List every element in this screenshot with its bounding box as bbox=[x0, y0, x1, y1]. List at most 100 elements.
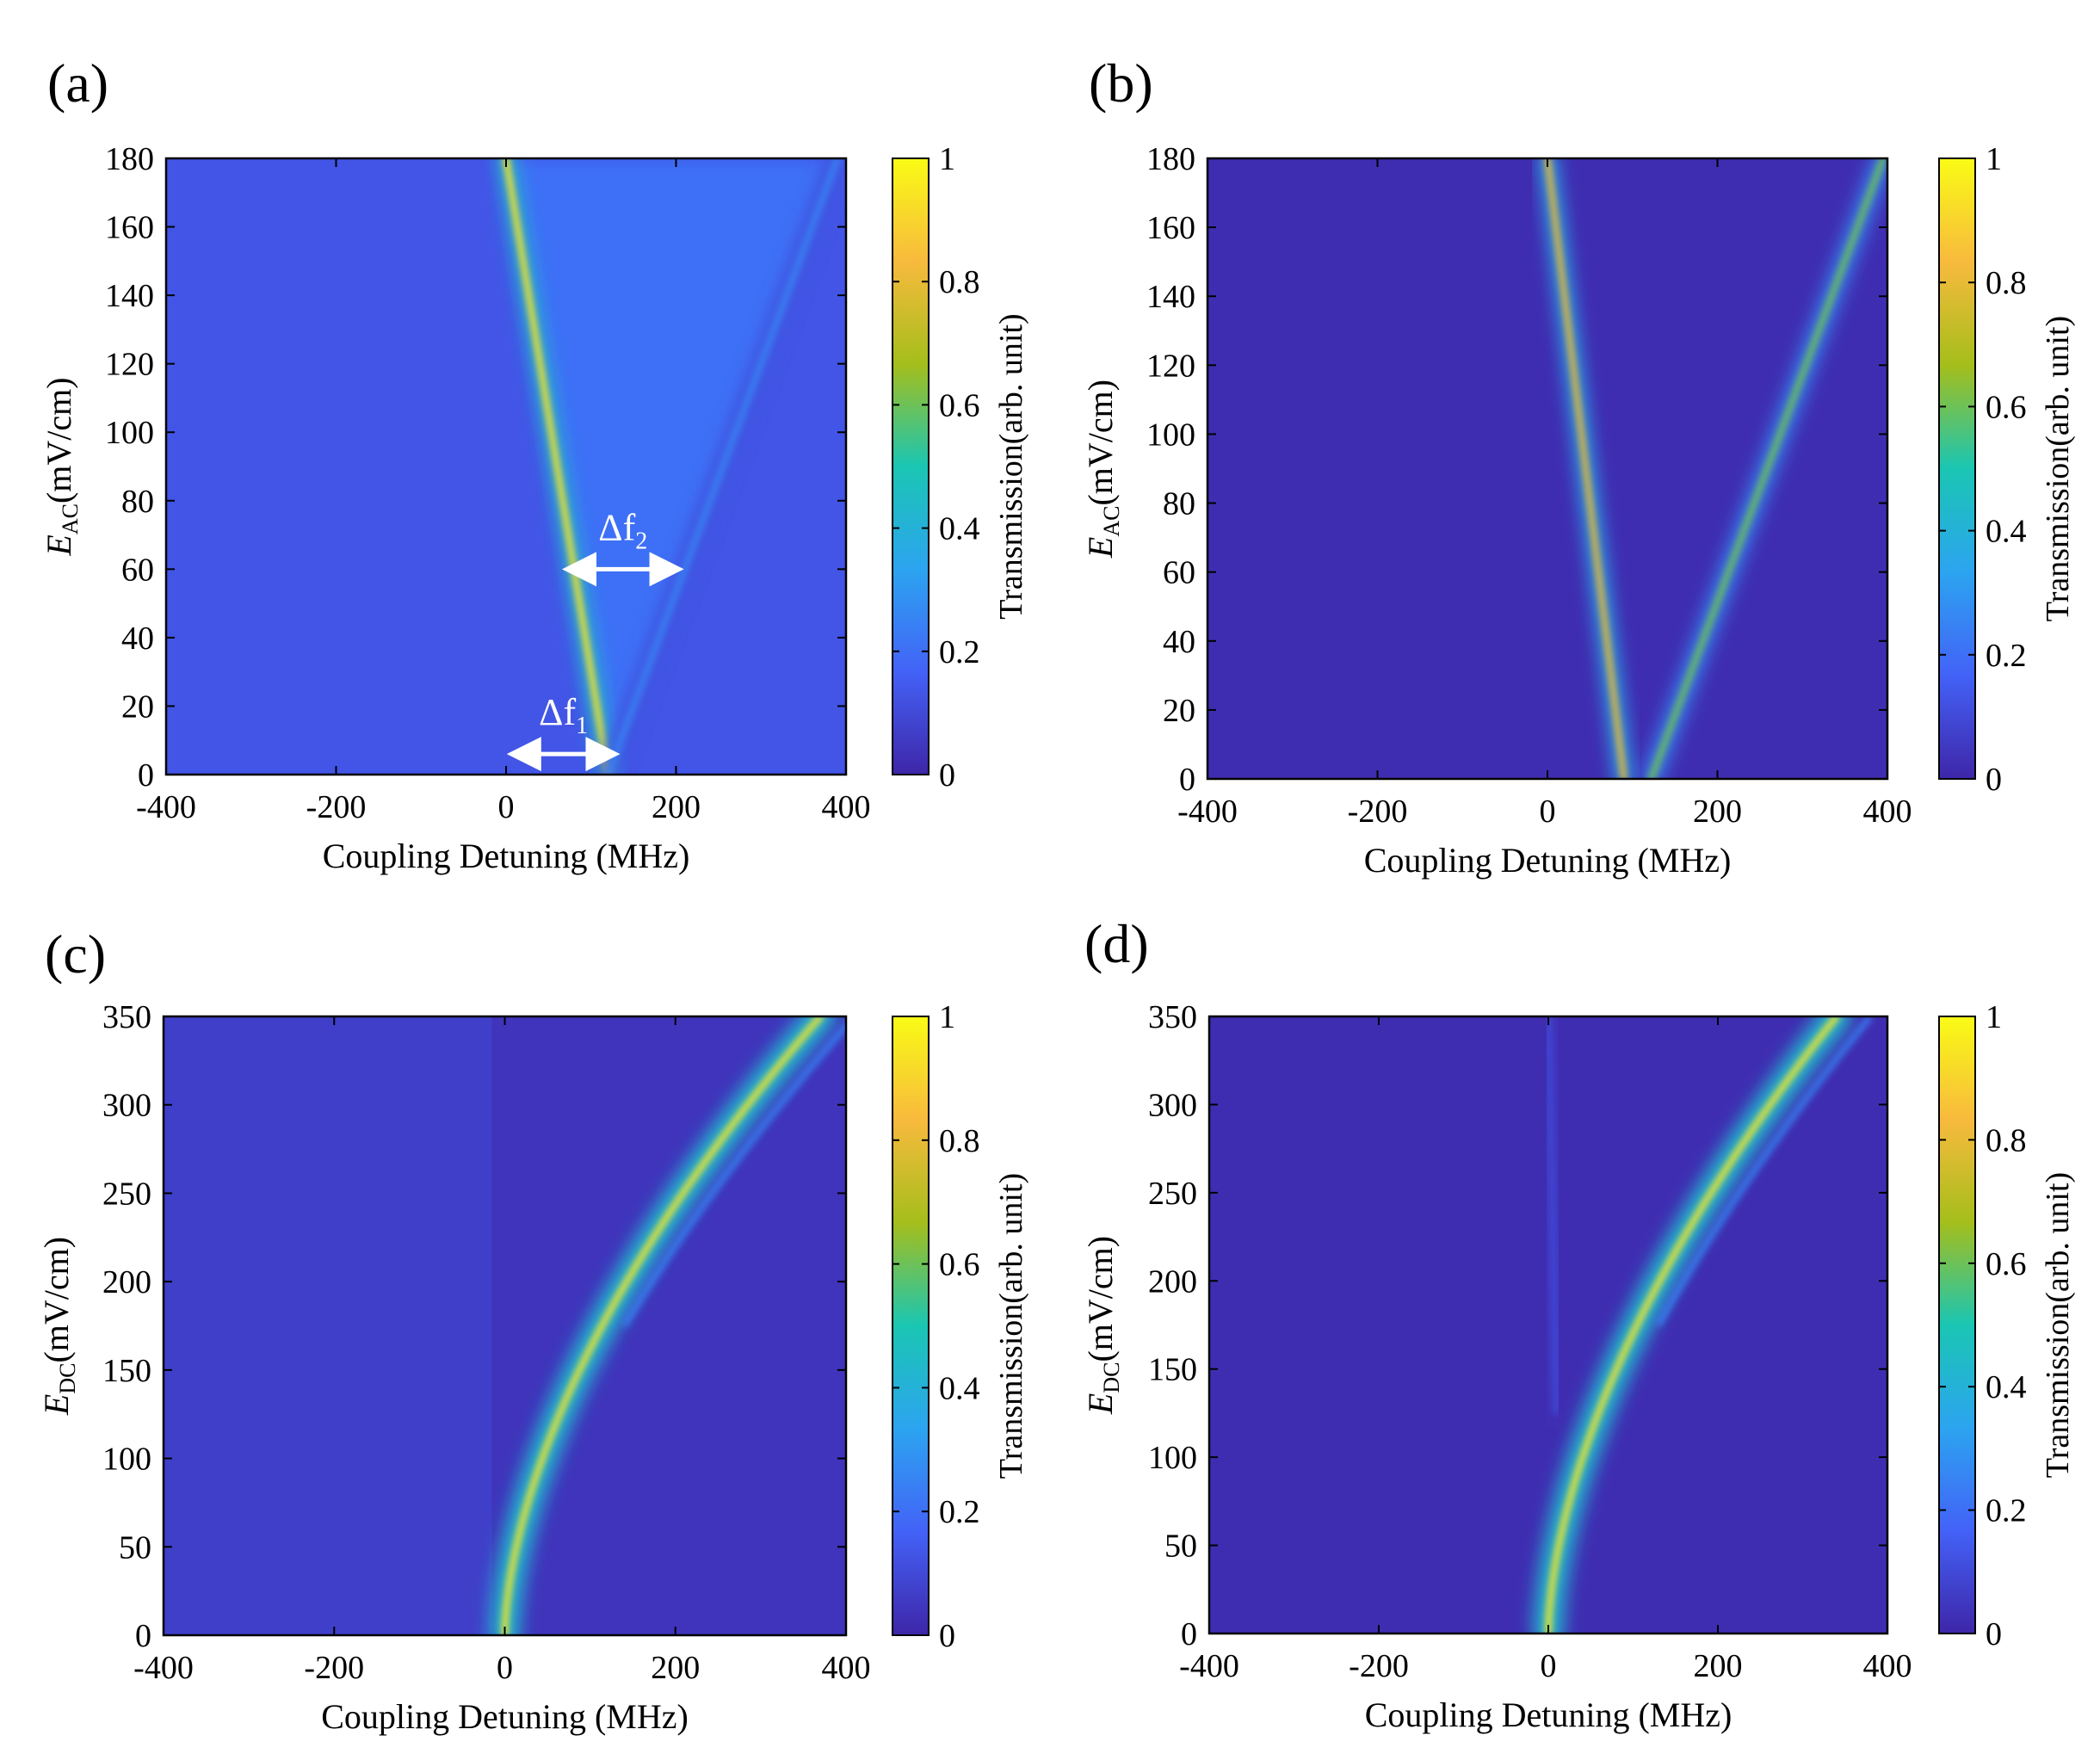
y-label-unit: (mV/cm) bbox=[1081, 380, 1120, 506]
y-tick-label: 300 bbox=[1148, 1087, 1197, 1123]
y-label-unit: (mV/cm) bbox=[40, 377, 78, 503]
feature-upper-branch bbox=[621, 1022, 846, 1328]
y-tick-label: 120 bbox=[1146, 348, 1195, 384]
y-tick-label: 80 bbox=[121, 484, 154, 520]
x-tick-label: 0 bbox=[497, 1650, 513, 1686]
y-tick-label: 80 bbox=[1163, 486, 1195, 522]
colorbar-tick-label: 0.2 bbox=[1986, 1493, 2027, 1529]
x-axis-label: Coupling Detuning (MHz) bbox=[321, 1697, 689, 1736]
y-tick-label: 250 bbox=[102, 1176, 151, 1212]
y-tick-label: 160 bbox=[105, 210, 154, 246]
y-tick-label: 160 bbox=[1146, 210, 1195, 246]
x-tick-label: 400 bbox=[822, 789, 871, 825]
panel-label: (c) bbox=[45, 923, 106, 985]
colorbar-tick-label: 0.6 bbox=[1986, 389, 2027, 425]
y-tick-label: 200 bbox=[102, 1264, 151, 1300]
panel-label: (a) bbox=[47, 52, 108, 114]
x-tick-label: -200 bbox=[1349, 1648, 1409, 1684]
x-tick-label: -400 bbox=[133, 1650, 194, 1686]
y-label-subscript: DC bbox=[55, 1363, 80, 1394]
y-tick-label: 250 bbox=[1148, 1176, 1197, 1212]
delta-subscript: 1 bbox=[576, 713, 588, 739]
y-tick-label: 0 bbox=[135, 1618, 151, 1654]
y-tick-label: 0 bbox=[1179, 762, 1195, 798]
delta-f2-label: Δf2 bbox=[598, 506, 647, 554]
x-tick-label: 0 bbox=[1541, 1648, 1557, 1684]
y-tick-label: 350 bbox=[1148, 999, 1197, 1035]
panel-label: (d) bbox=[1084, 913, 1149, 974]
feature-main-branch bbox=[503, 158, 611, 775]
panel-label: (b) bbox=[1089, 52, 1153, 114]
y-tick-label: 40 bbox=[121, 621, 154, 657]
colorbar-tick-label: 1 bbox=[1986, 999, 2002, 1035]
colorbar-tick-label: 0 bbox=[939, 757, 955, 794]
y-tick-label: 50 bbox=[1164, 1529, 1197, 1565]
y-tick-label: 40 bbox=[1163, 624, 1195, 660]
y-label-symbol: E bbox=[37, 1394, 76, 1416]
y-label-unit: (mV/cm) bbox=[37, 1237, 76, 1363]
x-tick-label: 200 bbox=[1693, 794, 1742, 830]
y-tick-label: 180 bbox=[1146, 141, 1195, 177]
x-tick-label: 200 bbox=[651, 1650, 700, 1686]
colorbar bbox=[892, 157, 930, 775]
heatmap-features bbox=[164, 1016, 846, 1635]
x-tick-label: 400 bbox=[1863, 794, 1912, 830]
y-tick-label: 100 bbox=[102, 1442, 151, 1478]
y-label-subscript: AC bbox=[1099, 506, 1124, 537]
y-tick-label: 150 bbox=[1148, 1352, 1197, 1388]
panel-b: -400 -200 0 200 400 0 20 40 60 80 100 120 140 160 180 C… bbox=[1081, 52, 2076, 880]
y-label-subscript: DC bbox=[1099, 1362, 1124, 1393]
colorbar-tick-label: 1 bbox=[939, 141, 955, 177]
colorbar-tick-label: 0.8 bbox=[939, 1123, 980, 1159]
colorbar-tick-label: 0 bbox=[1986, 1616, 2002, 1652]
delta-subscript: 2 bbox=[635, 528, 647, 554]
colorbar-tick-label: 0.4 bbox=[1986, 1369, 2027, 1405]
y-tick-label: 140 bbox=[105, 278, 154, 314]
y-axis-label: EAC(mV/cm) bbox=[40, 377, 83, 556]
panel-c: -400 -200 0 200 400 0 50 100 150 200 250 300 350 Coup… bbox=[37, 923, 1029, 1736]
x-tick-label: -200 bbox=[1348, 794, 1408, 830]
x-tick-label: 0 bbox=[1540, 794, 1556, 830]
colorbar-tick-label: 0.2 bbox=[1986, 638, 2027, 674]
colorbar bbox=[1938, 157, 1976, 780]
y-tick-label: 100 bbox=[1148, 1440, 1197, 1476]
y-tick-label: 100 bbox=[105, 415, 154, 451]
heatmap-features bbox=[1534, 1016, 1873, 1634]
colorbar-tick-label: 0.4 bbox=[939, 511, 980, 547]
feature-Stark-branch bbox=[1545, 1016, 1840, 1634]
y-axis-label: EDC(mV/cm) bbox=[1081, 1236, 1124, 1415]
feature-zero-line bbox=[1545, 1016, 1560, 1414]
colorbar-tick-label: 0.2 bbox=[939, 634, 980, 670]
x-tick-label: 400 bbox=[1863, 1648, 1912, 1684]
colorbar-tick-label: 0.8 bbox=[1986, 1122, 2027, 1158]
x-tick-label: 200 bbox=[1694, 1648, 1743, 1684]
x-tick-label: -400 bbox=[136, 789, 196, 825]
y-axis-label: EAC(mV/cm) bbox=[1081, 380, 1124, 559]
x-axis-label: Coupling Detuning (MHz) bbox=[1364, 841, 1732, 880]
colorbar-tick-label: 0.8 bbox=[1986, 265, 2027, 301]
feature-split-branch bbox=[605, 158, 841, 775]
x-tick-label: 0 bbox=[498, 789, 515, 825]
colorbar bbox=[1938, 1016, 1976, 1634]
colorbar-label: Transmission(arb. unit) bbox=[993, 313, 1029, 619]
colorbar-tick-label: 0.4 bbox=[939, 1370, 980, 1406]
colorbar-tick-label: 0.6 bbox=[1986, 1246, 2027, 1282]
y-tick-label: 50 bbox=[119, 1529, 151, 1566]
y-label-subscript: AC bbox=[58, 503, 83, 534]
panel-d: -400 -200 0 200 400 0 50 100 150 200 250 300 350 Coup… bbox=[1081, 913, 2076, 1734]
colorbar-tick-label: 0 bbox=[1986, 762, 2002, 798]
colorbar-tick-label: 0.6 bbox=[939, 1247, 980, 1283]
y-tick-label: 20 bbox=[1163, 693, 1195, 729]
y-tick-label: 60 bbox=[1163, 555, 1195, 591]
panel-a: -400 -200 0 200 400020406080100120140160180C… bbox=[40, 52, 1029, 875]
delta-f1-label: Δf1 bbox=[539, 691, 588, 739]
y-tick-label: 150 bbox=[102, 1353, 151, 1389]
colorbar-tick-label: 0 bbox=[939, 1618, 955, 1654]
y-tick-label: 120 bbox=[105, 347, 154, 383]
x-axis-label: Coupling Detuning (MHz) bbox=[323, 837, 690, 875]
y-label-unit: (mV/cm) bbox=[1081, 1236, 1120, 1362]
feature-Stark-branch bbox=[502, 1016, 824, 1635]
y-axis-label: EDC(mV/cm) bbox=[37, 1237, 80, 1416]
x-tick-label: -400 bbox=[1179, 1648, 1239, 1684]
